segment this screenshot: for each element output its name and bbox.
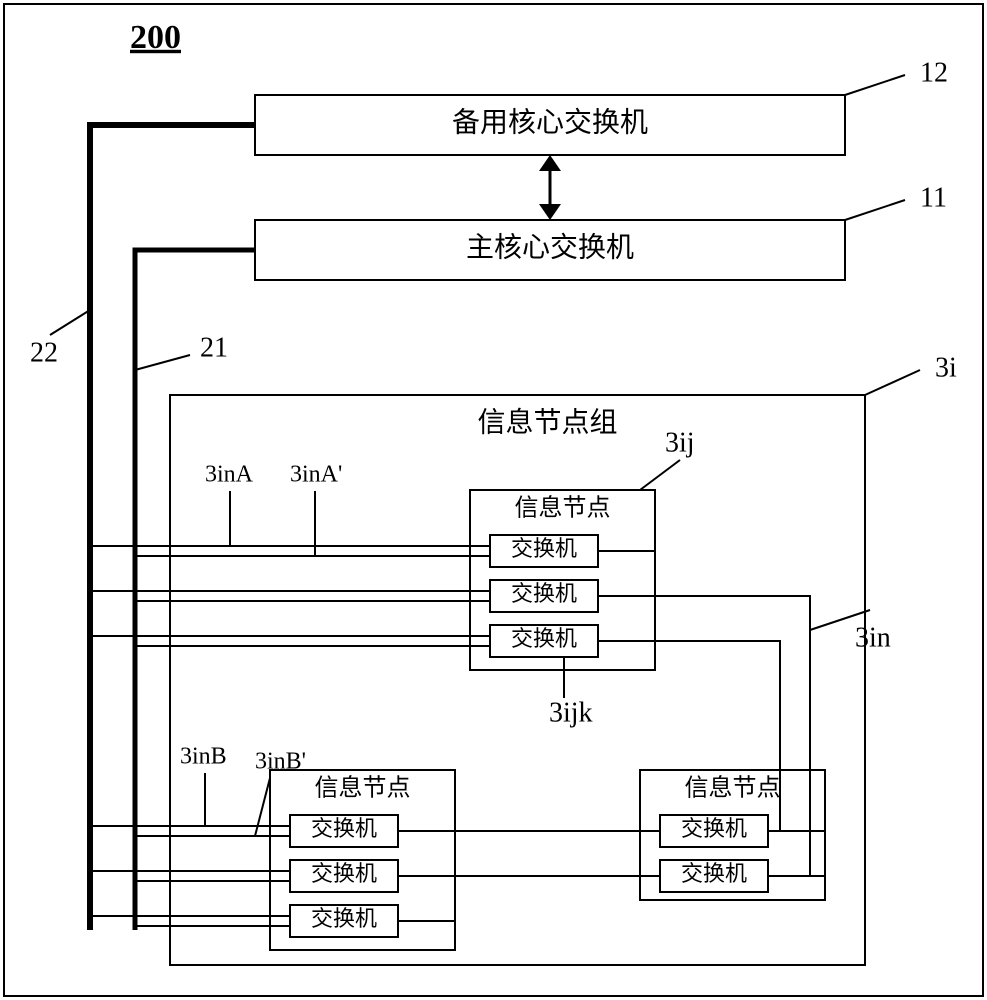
info-node-br-label: 信息节点: [685, 775, 781, 802]
info-node-top-switch-1-label: 交换机: [511, 581, 577, 606]
info-node-br-switch-0-label: 交换机: [681, 816, 747, 841]
info-node-group-box: [170, 395, 865, 965]
callout-3i: 3i: [935, 352, 957, 383]
info-node-bl-switch-1-label: 交换机: [311, 861, 377, 886]
leader-12: [845, 75, 905, 95]
backup-core-switch-label: 备用核心交换机: [452, 106, 648, 138]
info-node-bl-switch-0-label: 交换机: [311, 816, 377, 841]
callout-3inB: 3inB: [180, 744, 227, 770]
figure-number: 200: [130, 19, 181, 56]
leader-3i: [865, 370, 920, 395]
info-node-top-switch-0-label: 交换机: [511, 536, 577, 561]
info-node-bl-switch-2-label: 交换机: [311, 906, 377, 931]
leader-22: [50, 310, 90, 335]
leader-11: [845, 200, 905, 220]
callout-3inAp: 3inA': [290, 462, 342, 488]
leader-3ij: [640, 460, 680, 490]
main-core-switch-label: 主核心交换机: [466, 231, 634, 263]
info-node-br-switch-1-label: 交换机: [681, 861, 747, 886]
info-node-top-label: 信息节点: [515, 495, 611, 522]
callout-12: 12: [920, 57, 948, 88]
callout-3inA: 3inA: [205, 462, 254, 488]
double-arrow-up: [539, 155, 561, 171]
callout-3ijk: 3ijk: [549, 697, 593, 728]
callout-3inBp: 3inB': [255, 749, 306, 775]
callout-3ij: 3ij: [665, 427, 695, 458]
double-arrow-down: [539, 204, 561, 220]
info-node-bl-label: 信息节点: [315, 775, 411, 802]
callout-22: 22: [30, 337, 58, 368]
info-node-top-switch-2-label: 交换机: [511, 626, 577, 651]
leader-3inBp: [255, 778, 270, 836]
leader-21: [135, 355, 190, 370]
callout-3in: 3in: [855, 622, 891, 653]
callout-21: 21: [200, 332, 228, 363]
callout-11: 11: [920, 182, 947, 213]
diagram-root: 200备用核心交换机主核心交换机1211信息节点组3i信息节点交换机交换机交换机…: [0, 0, 987, 1000]
frame: [4, 4, 983, 996]
info-node-group-label: 信息节点组: [477, 406, 617, 438]
